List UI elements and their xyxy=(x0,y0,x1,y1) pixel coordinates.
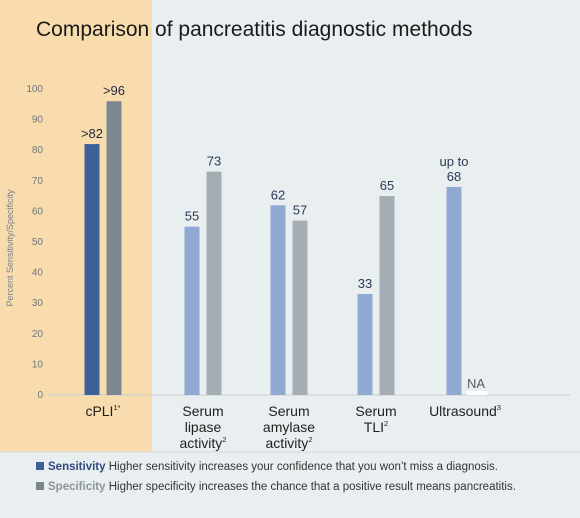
data-label: 65 xyxy=(380,178,394,193)
x-tick-label: cPLI1* xyxy=(85,403,120,419)
y-tick-label: 80 xyxy=(32,145,44,156)
legend-sensitivity-text: Higher sensitivity increases your confid… xyxy=(108,461,499,473)
data-label: >96 xyxy=(103,83,125,98)
legend-specificity-swatch xyxy=(36,482,44,490)
y-axis-title: Percent Sensitivity/Specificity xyxy=(5,189,15,307)
x-tick-label: lipase xyxy=(185,419,222,435)
bar-specificity xyxy=(292,220,308,395)
x-tick-superscript: 2 xyxy=(384,419,388,428)
legend-sensitivity-swatch xyxy=(36,462,44,470)
data-label: 73 xyxy=(207,154,221,169)
data-label: 57 xyxy=(293,203,307,218)
x-tick-superscript: 2 xyxy=(308,435,312,444)
y-tick-label: 0 xyxy=(37,390,43,401)
legend-sensitivity: Sensitivity Higher sensitivity increases… xyxy=(36,461,576,473)
bar-sensitivity xyxy=(184,226,200,395)
legend-sensitivity-label: Sensitivity xyxy=(48,461,106,473)
x-tick-label: Serum xyxy=(268,403,309,419)
data-label: NA xyxy=(467,376,485,391)
x-tick-superscript: 3 xyxy=(497,403,501,412)
x-tick-label: activity2 xyxy=(180,435,227,451)
x-tick-label: Serum xyxy=(355,403,396,419)
bar-specificity xyxy=(379,196,395,395)
y-tick-label: 10 xyxy=(32,359,44,370)
y-tick-label: 40 xyxy=(32,268,44,279)
bar-sensitivity xyxy=(270,205,286,395)
bar-sensitivity xyxy=(357,294,373,395)
bar-sensitivity xyxy=(84,144,100,395)
x-tick-superscript: 1* xyxy=(113,403,120,412)
y-tick-label: 50 xyxy=(32,237,44,248)
data-label: 68 xyxy=(447,169,461,184)
legend-specificity: Specificity Higher specificity increases… xyxy=(36,481,576,493)
y-tick-label: 70 xyxy=(32,176,44,187)
data-label: up to xyxy=(440,154,469,169)
chart-title: Comparison of pancreatitis diagnostic me… xyxy=(36,18,473,41)
y-tick-label: 20 xyxy=(32,329,44,340)
bar-sensitivity xyxy=(446,186,462,395)
x-tick-label: Serum xyxy=(182,403,223,419)
y-tick-label: 60 xyxy=(32,206,44,217)
x-tick-label: activity2 xyxy=(266,435,313,451)
y-tick-label: 90 xyxy=(32,115,44,126)
na-marker xyxy=(466,391,488,395)
x-tick-label: TLI2 xyxy=(364,419,388,435)
legend-specificity-label: Specificity xyxy=(48,481,106,493)
x-tick-superscript: 2 xyxy=(222,435,226,444)
legend-specificity-text: Higher specificity increases the chance … xyxy=(108,481,516,493)
data-label: >82 xyxy=(81,126,103,141)
bar-specificity xyxy=(206,171,222,395)
x-tick-label: amylase xyxy=(263,419,315,435)
y-tick-label: 30 xyxy=(32,298,44,309)
data-label: 62 xyxy=(271,187,285,202)
bar-specificity xyxy=(106,101,122,396)
x-tick-label: Ultrasound3 xyxy=(429,403,501,419)
y-tick-label: 100 xyxy=(26,84,43,95)
data-label: 55 xyxy=(185,209,199,224)
data-label: 33 xyxy=(358,276,372,291)
highlight-panel xyxy=(0,0,152,452)
